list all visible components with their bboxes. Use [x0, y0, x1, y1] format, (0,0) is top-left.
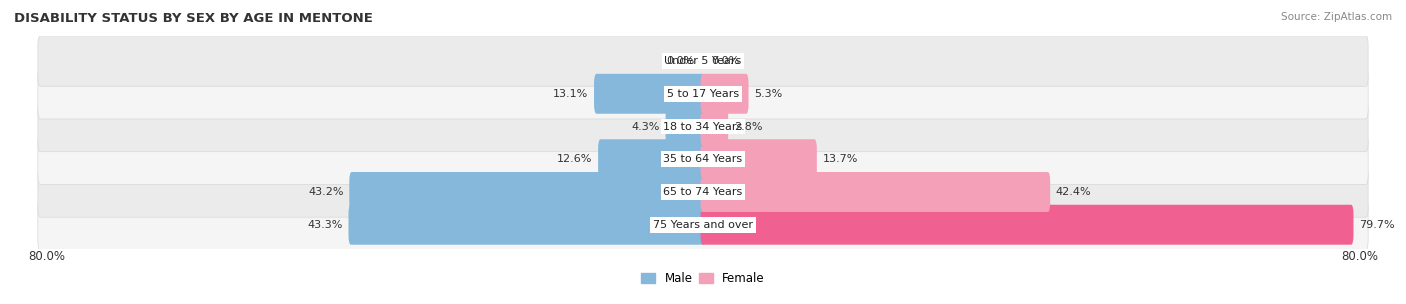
- Text: 18 to 34 Years: 18 to 34 Years: [664, 122, 742, 132]
- FancyBboxPatch shape: [595, 74, 706, 114]
- Text: 12.6%: 12.6%: [557, 154, 592, 164]
- Legend: Male, Female: Male, Female: [637, 268, 769, 290]
- Text: 5.3%: 5.3%: [754, 89, 783, 99]
- FancyBboxPatch shape: [38, 36, 1368, 86]
- Text: 0.0%: 0.0%: [666, 56, 695, 66]
- Text: 2.8%: 2.8%: [734, 122, 762, 132]
- FancyBboxPatch shape: [38, 167, 1368, 217]
- Text: 43.2%: 43.2%: [308, 187, 343, 197]
- FancyBboxPatch shape: [700, 106, 728, 147]
- FancyBboxPatch shape: [349, 205, 706, 245]
- FancyBboxPatch shape: [598, 139, 706, 179]
- Text: 79.7%: 79.7%: [1360, 220, 1395, 230]
- Text: 75 Years and over: 75 Years and over: [652, 220, 754, 230]
- Text: 43.3%: 43.3%: [308, 220, 343, 230]
- Text: DISABILITY STATUS BY SEX BY AGE IN MENTONE: DISABILITY STATUS BY SEX BY AGE IN MENTO…: [14, 12, 373, 25]
- FancyBboxPatch shape: [665, 106, 706, 147]
- Text: Source: ZipAtlas.com: Source: ZipAtlas.com: [1281, 12, 1392, 22]
- Text: 0.0%: 0.0%: [711, 56, 740, 66]
- Text: Under 5 Years: Under 5 Years: [665, 56, 741, 66]
- Text: 80.0%: 80.0%: [28, 250, 65, 263]
- Text: 13.1%: 13.1%: [553, 89, 588, 99]
- FancyBboxPatch shape: [700, 74, 748, 114]
- Text: 4.3%: 4.3%: [631, 122, 659, 132]
- FancyBboxPatch shape: [700, 205, 1354, 245]
- Text: 80.0%: 80.0%: [1341, 250, 1378, 263]
- FancyBboxPatch shape: [38, 134, 1368, 185]
- FancyBboxPatch shape: [38, 101, 1368, 152]
- Text: 5 to 17 Years: 5 to 17 Years: [666, 89, 740, 99]
- Text: 13.7%: 13.7%: [823, 154, 858, 164]
- FancyBboxPatch shape: [38, 199, 1368, 250]
- FancyBboxPatch shape: [700, 139, 817, 179]
- Text: 42.4%: 42.4%: [1056, 187, 1091, 197]
- FancyBboxPatch shape: [700, 172, 1050, 212]
- FancyBboxPatch shape: [38, 69, 1368, 119]
- Text: 65 to 74 Years: 65 to 74 Years: [664, 187, 742, 197]
- Text: 35 to 64 Years: 35 to 64 Years: [664, 154, 742, 164]
- FancyBboxPatch shape: [349, 172, 706, 212]
